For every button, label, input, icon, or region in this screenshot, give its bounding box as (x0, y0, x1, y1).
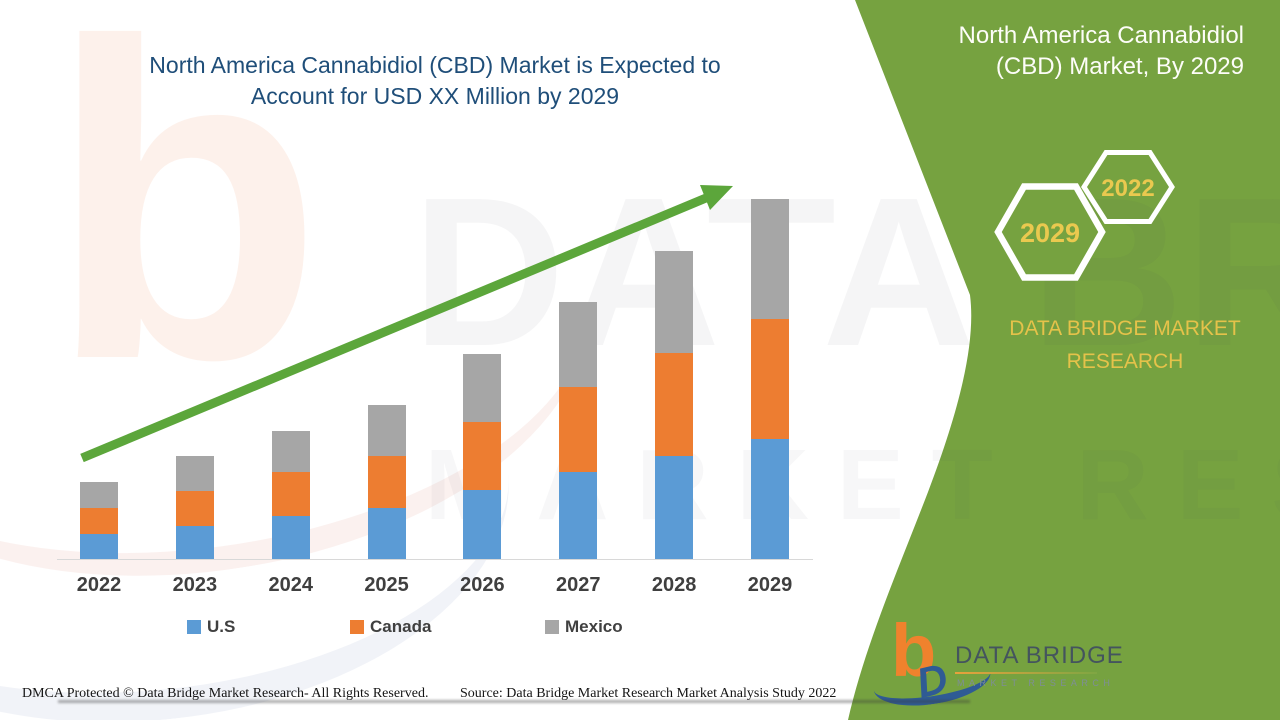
bottom-shadow-line (58, 700, 970, 703)
x-axis-label: 2028 (651, 574, 697, 596)
chart-legend: U.S Canada Mexico (0, 617, 870, 643)
x-axis-label: 2023 (172, 574, 218, 596)
bar-segment-us (80, 534, 118, 559)
chart-title-line2: Account for USD XX Million by 2029 (250, 83, 620, 109)
legend-item-mexico: Mexico (545, 617, 623, 637)
side-panel-title: North America Cannabidiol (CBD) Market, … (944, 20, 1244, 82)
bar-segment-us (271, 516, 310, 559)
x-axis-label: 2026 (460, 574, 505, 596)
chart-title: North America Cannabidiol (CBD) Market i… (0, 50, 870, 112)
bar-segment-us (367, 508, 406, 559)
bar-segment-mexico (175, 456, 214, 491)
x-axis-label: 2024 (268, 574, 313, 596)
hexagon-2029 (994, 183, 1106, 281)
bar-segment-us (750, 439, 789, 559)
badge-year-2029: 2029 (1020, 218, 1080, 248)
bar-segment-canada (559, 387, 598, 472)
bar-segment-canada (271, 472, 310, 516)
bar-segment-canada (655, 353, 694, 456)
footer-source-text: Source: Data Bridge Market Research Mark… (460, 686, 837, 701)
bar-segment-mexico (559, 302, 598, 387)
hexagon-2022 (1081, 150, 1175, 224)
x-axis-label: 2025 (364, 574, 409, 596)
bar-segment-us (655, 456, 694, 559)
legend-label: U.S (207, 617, 236, 636)
bar-segment-canada (367, 456, 406, 508)
x-axis-label: 2027 (556, 574, 601, 596)
x-axis-label: 2022 (76, 574, 122, 596)
side-panel-title-line1: North America Cannabidiol (958, 22, 1244, 49)
bar-segment-us (559, 472, 598, 559)
org-name: DATA BRIDGE MARKET RESEARCH (960, 312, 1280, 378)
bar-segment-canada (463, 422, 502, 490)
year-badges: 2022 2029 (994, 150, 1175, 281)
org-name-line2: RESEARCH (1066, 350, 1184, 373)
legend-swatch (187, 620, 201, 634)
legend-label: Canada (370, 617, 432, 636)
trend-arrow-head (700, 185, 733, 210)
trend-arrow-shaft (80, 193, 708, 463)
org-name-line1: DATA BRIDGE MARKET (1009, 317, 1241, 340)
bar-segment-mexico (80, 482, 118, 508)
bar-segment-mexico (463, 354, 502, 422)
bar-segment-canada (80, 508, 118, 534)
bar-segment-mexico (271, 431, 310, 472)
bar-segment-mexico (750, 199, 789, 319)
logo-name-text: DATA BRIDGE (955, 642, 1124, 669)
logo-underline (955, 672, 1097, 674)
legend-item-canada: Canada (350, 617, 431, 637)
logo-b-icon: b (891, 609, 937, 692)
badge-year-2022: 2022 (1101, 175, 1154, 202)
x-axis-line (57, 559, 813, 560)
x-axis-label: 2029 (747, 574, 793, 596)
green-panel-shape (848, 0, 1280, 720)
legend-item-us: U.S (187, 617, 235, 637)
footer-dmca-text: DMCA Protected © Data Bridge Market Rese… (22, 686, 429, 701)
bar-segment-mexico (655, 251, 694, 353)
bar-segment-us (175, 526, 214, 559)
bar-segment-mexico (367, 405, 406, 456)
legend-label: Mexico (565, 617, 623, 636)
side-panel-title-line2: (CBD) Market, By 2029 (995, 53, 1244, 80)
legend-swatch (350, 620, 364, 634)
legend-swatch (545, 620, 559, 634)
bar-segment-canada (750, 319, 789, 439)
bar-segment-us (463, 490, 502, 559)
databridge-logo: b D DATA BRIDGE MARKET RESEARCH (870, 614, 1165, 715)
bar-segment-canada (175, 491, 214, 526)
chart-title-line1: North America Cannabidiol (CBD) Market i… (149, 52, 721, 78)
logo-tagline-text: MARKET RESEARCH (957, 678, 1115, 688)
